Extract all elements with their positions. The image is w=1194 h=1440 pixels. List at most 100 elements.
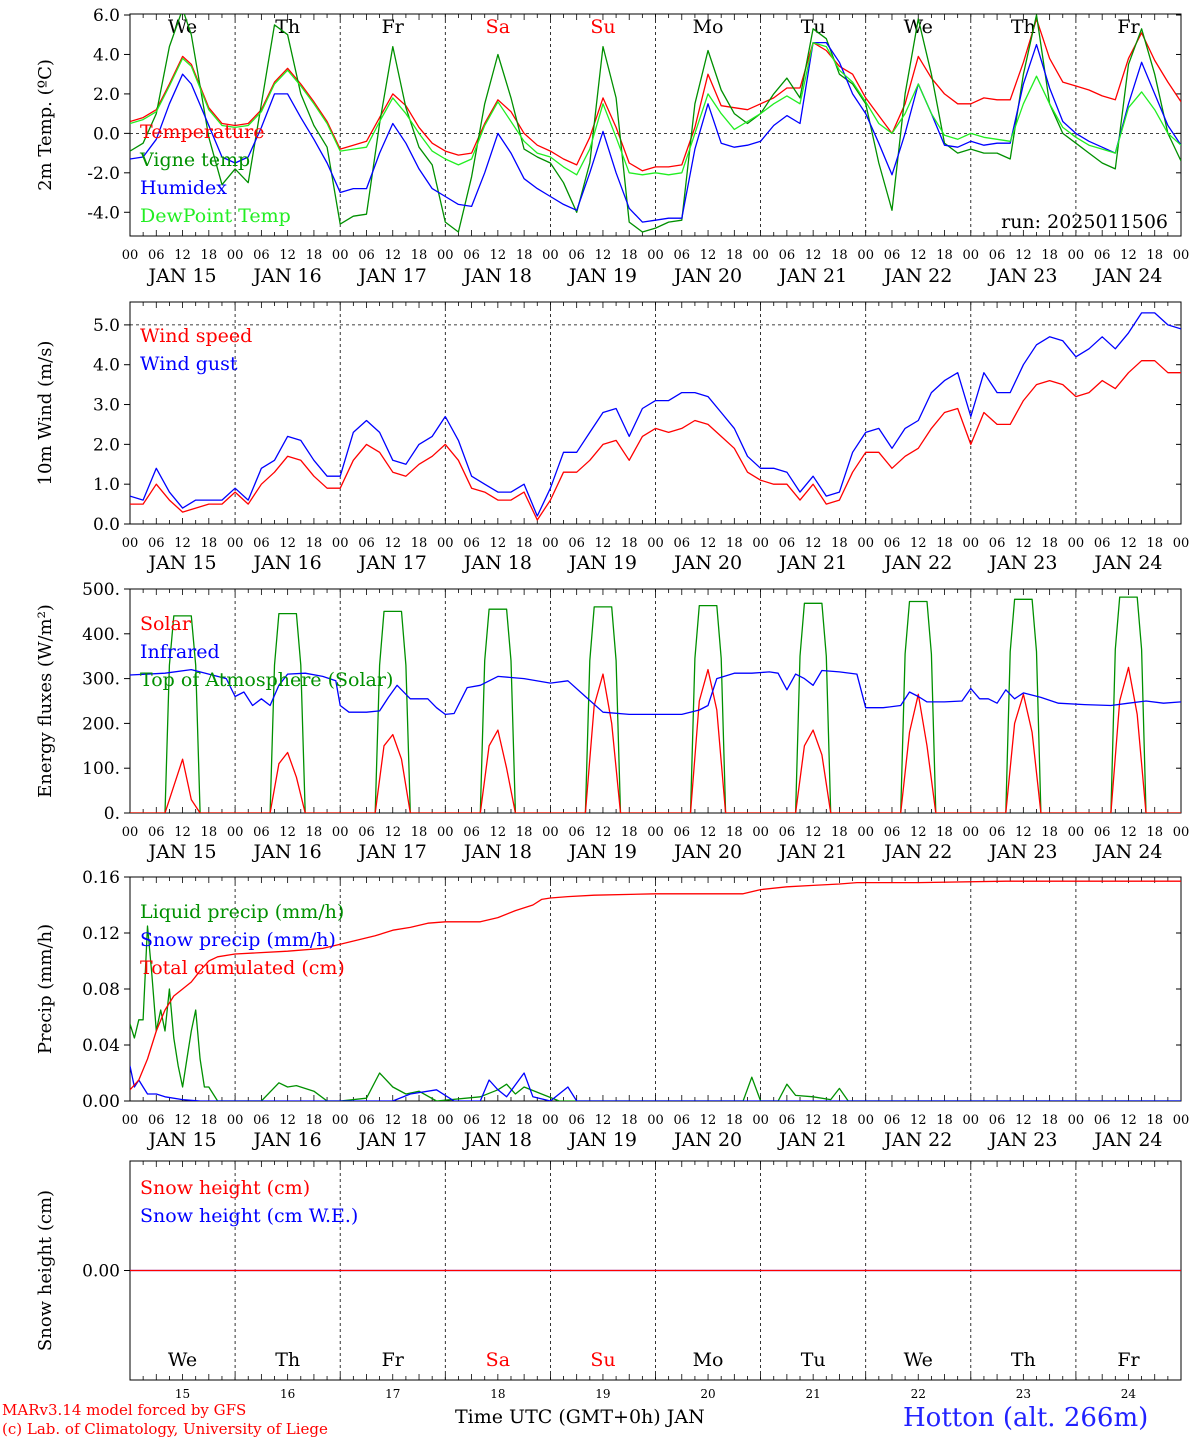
hour-tick-label: 00 — [122, 1113, 139, 1128]
y-tick-label: 0.08 — [82, 980, 120, 1000]
hour-tick-label: 06 — [674, 825, 691, 840]
hour-tick-label: 06 — [779, 536, 796, 551]
hour-tick-label: 00 — [647, 1113, 664, 1128]
hour-tick-label: 12 — [490, 248, 507, 263]
y-tick-label: 0.0 — [93, 124, 120, 144]
day-label: JAN 19 — [567, 1129, 637, 1151]
hour-tick-label: 00 — [857, 825, 874, 840]
hour-tick-label: 00 — [647, 536, 664, 551]
hour-tick-label: 00 — [963, 536, 980, 551]
weekday-label-bottom: Fr — [382, 1349, 405, 1371]
hour-tick-label: 06 — [779, 1113, 796, 1128]
hour-tick-label: 06 — [674, 536, 691, 551]
hour-tick-label: 18 — [1041, 1113, 1058, 1128]
y-tick-label: 0.00 — [82, 1092, 120, 1112]
hour-tick-label: 06 — [1094, 536, 1111, 551]
hour-tick-label: 00 — [1173, 248, 1190, 263]
hour-tick-label: 00 — [437, 825, 454, 840]
hour-tick-label: 00 — [332, 536, 349, 551]
day-label: JAN 17 — [357, 552, 427, 574]
y-axis-label: 2m Temp. (ºC) — [35, 59, 56, 191]
hour-tick-label: 06 — [148, 825, 165, 840]
series-total-cumulated-cm — [130, 880, 1181, 1091]
hour-tick-label: 12 — [384, 536, 401, 551]
y-tick-label: -2.0 — [87, 164, 120, 184]
series-humidex — [130, 41, 1181, 223]
day-number-label: 17 — [385, 1387, 400, 1401]
hour-tick-label: 12 — [1015, 248, 1032, 263]
y-tick-label: 300. — [82, 670, 120, 690]
hour-tick-label: 12 — [174, 248, 191, 263]
hour-tick-label: 00 — [752, 248, 769, 263]
series-infrared — [130, 668, 1181, 716]
hour-tick-label: 18 — [621, 825, 638, 840]
day-label: JAN 18 — [462, 552, 532, 574]
hour-tick-label: 18 — [726, 825, 743, 840]
y-tick-label: 4.0 — [93, 356, 120, 376]
hour-tick-label: 06 — [148, 536, 165, 551]
hour-tick-label: 00 — [1068, 536, 1085, 551]
hour-tick-label: 18 — [306, 536, 323, 551]
hour-tick-label: 12 — [1120, 248, 1137, 263]
hour-tick-label: 18 — [1041, 536, 1058, 551]
hour-tick-label: 00 — [752, 536, 769, 551]
hour-tick-label: 06 — [568, 825, 585, 840]
y-tick-label: 3.0 — [93, 396, 120, 416]
hour-tick-label: 00 — [437, 248, 454, 263]
day-label: JAN 22 — [882, 265, 952, 287]
weekday-label: Sa — [486, 16, 510, 38]
hour-tick-label: 00 — [1068, 825, 1085, 840]
series-liquid-precip-mm-h — [130, 925, 1181, 1101]
y-axis-label: Energy fluxes (W/m²) — [35, 604, 56, 798]
legend-entry: Snow precip (mm/h) — [140, 929, 336, 951]
hour-tick-label: 12 — [910, 536, 927, 551]
hour-tick-label: 18 — [201, 536, 218, 551]
hour-tick-label: 18 — [726, 1113, 743, 1128]
day-number-label: 21 — [806, 1387, 821, 1401]
hour-tick-label: 06 — [358, 825, 375, 840]
hour-tick-label: 00 — [542, 1113, 559, 1128]
weekday-label-bottom: We — [904, 1349, 933, 1371]
hour-tick-label: 06 — [1094, 825, 1111, 840]
hour-tick-label: 00 — [752, 825, 769, 840]
day-label: JAN 22 — [882, 552, 952, 574]
hour-tick-label: 12 — [1015, 825, 1032, 840]
hour-tick-label: 00 — [1068, 1113, 1085, 1128]
y-tick-label: 2.0 — [93, 435, 120, 455]
hour-tick-label: 12 — [384, 248, 401, 263]
hour-tick-label: 00 — [963, 1113, 980, 1128]
day-number-label: 16 — [280, 1387, 295, 1401]
hour-tick-label: 12 — [910, 825, 927, 840]
hour-tick-label: 00 — [332, 248, 349, 263]
day-label: JAN 15 — [146, 265, 216, 287]
y-tick-label: 0.04 — [82, 1036, 120, 1056]
day-number-label: 19 — [595, 1387, 610, 1401]
hour-tick-label: 06 — [568, 1113, 585, 1128]
legend-entry: Snow height (cm W.E.) — [140, 1205, 358, 1227]
weekday-label-bottom: Su — [590, 1349, 615, 1371]
day-label: JAN 19 — [567, 552, 637, 574]
y-tick-label: 6.0 — [93, 6, 120, 26]
hour-tick-label: 00 — [1173, 1113, 1190, 1128]
panel-1: 6.0 4.0 2.0 0.0 -2.0 -4.0 2m Temp. (ºC) 00 06 12 1… — [35, 6, 1189, 287]
hour-tick-label: 06 — [148, 1113, 165, 1128]
y-tick-label: 5.0 — [93, 316, 120, 336]
panel-3: 500. 400. 300. 200. 100. 0. Energy fluxes (W/m… — [35, 580, 1189, 863]
hour-tick-label: 00 — [542, 248, 559, 263]
legend-entry: Solar — [140, 613, 192, 635]
day-number-label: 15 — [175, 1387, 190, 1401]
hour-tick-label: 06 — [148, 248, 165, 263]
hour-tick-label: 18 — [726, 248, 743, 263]
hour-tick-label: 06 — [989, 248, 1006, 263]
hour-tick-label: 12 — [700, 248, 717, 263]
legend-entry: Snow height (cm) — [140, 1177, 310, 1199]
hour-tick-label: 00 — [1173, 536, 1190, 551]
hour-tick-label: 06 — [989, 1113, 1006, 1128]
time-axis-label: Time UTC (GMT+0h) JAN — [455, 1406, 705, 1428]
hour-tick-label: 00 — [1173, 825, 1190, 840]
hour-tick-label: 00 — [752, 1113, 769, 1128]
day-label: JAN 21 — [777, 841, 847, 863]
hour-tick-label: 06 — [463, 536, 480, 551]
station-name: Hotton (alt. 266m) — [903, 1403, 1149, 1433]
